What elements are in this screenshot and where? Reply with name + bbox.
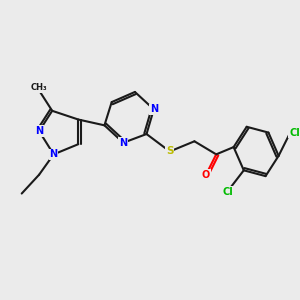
Text: Cl: Cl <box>222 187 233 197</box>
Text: O: O <box>202 170 210 180</box>
Text: S: S <box>166 146 173 157</box>
Text: N: N <box>35 126 43 136</box>
Text: Cl: Cl <box>289 128 300 138</box>
Text: CH₃: CH₃ <box>31 83 47 92</box>
Text: N: N <box>119 138 128 148</box>
Text: N: N <box>150 104 158 114</box>
Text: N: N <box>50 149 58 159</box>
